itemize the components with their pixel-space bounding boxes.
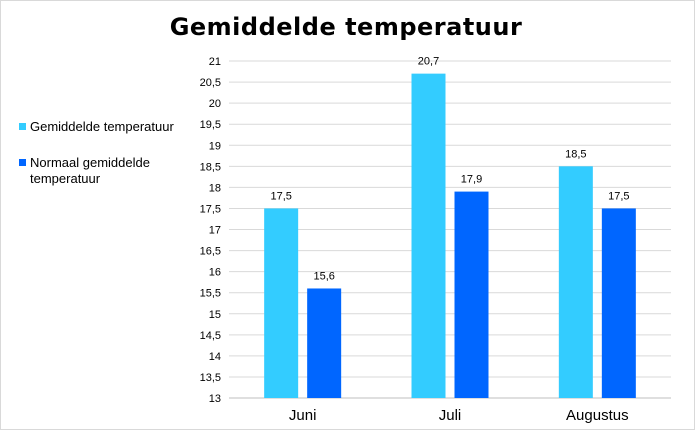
data-label: 17,5 — [608, 190, 629, 202]
legend-item-series-1: Gemiddelde temperatuur — [19, 119, 199, 135]
legend-swatch-series-1 — [19, 123, 26, 130]
y-tick-label: 17,5 — [200, 203, 221, 215]
bar — [411, 73, 446, 398]
y-tick-label: 18,5 — [200, 161, 221, 173]
y-tick-label: 19 — [209, 140, 221, 152]
x-tick-label: Augustus — [566, 407, 629, 424]
legend-item-series-2: Normaal gemiddelde temperatuur — [19, 155, 199, 187]
y-tick-label: 19,5 — [200, 119, 221, 131]
legend-label-series-1: Gemiddelde temperatuur — [30, 119, 174, 134]
bar — [307, 288, 342, 398]
legend-swatch-series-2 — [19, 159, 26, 166]
y-tick-label: 15 — [209, 309, 221, 321]
chart-title: Gemiddelde temperatuur — [169, 13, 523, 41]
y-tick-label: 16 — [209, 267, 221, 279]
data-label: 20,7 — [418, 56, 439, 68]
y-tick-label: 15,5 — [200, 288, 221, 300]
bar — [454, 191, 489, 398]
y-tick-label: 14,5 — [200, 330, 221, 342]
bar — [558, 166, 593, 398]
y-tick-label: 21 — [209, 56, 221, 68]
y-tick-label: 20,5 — [200, 77, 221, 89]
y-tick-label: 16,5 — [200, 246, 221, 258]
bar — [601, 208, 636, 398]
y-tick-label: 20 — [209, 98, 221, 110]
y-tick-label: 13,5 — [200, 372, 221, 384]
legend-label-series-2: Normaal gemiddelde temperatuur — [30, 155, 150, 186]
data-label: 17,5 — [270, 190, 291, 202]
x-tick-label: Juni — [289, 407, 317, 424]
bar — [264, 208, 299, 398]
data-label: 15,6 — [313, 270, 334, 282]
data-label: 17,9 — [461, 174, 482, 186]
y-tick-label: 18 — [209, 182, 221, 194]
y-tick-label: 17 — [209, 225, 221, 237]
y-tick-label: 14 — [209, 351, 221, 363]
x-tick-label: Juli — [439, 407, 462, 424]
data-label: 18,5 — [565, 148, 586, 160]
legend: Gemiddelde temperatuur Normaal gemiddeld… — [19, 119, 199, 187]
y-tick-label: 13 — [209, 393, 221, 405]
